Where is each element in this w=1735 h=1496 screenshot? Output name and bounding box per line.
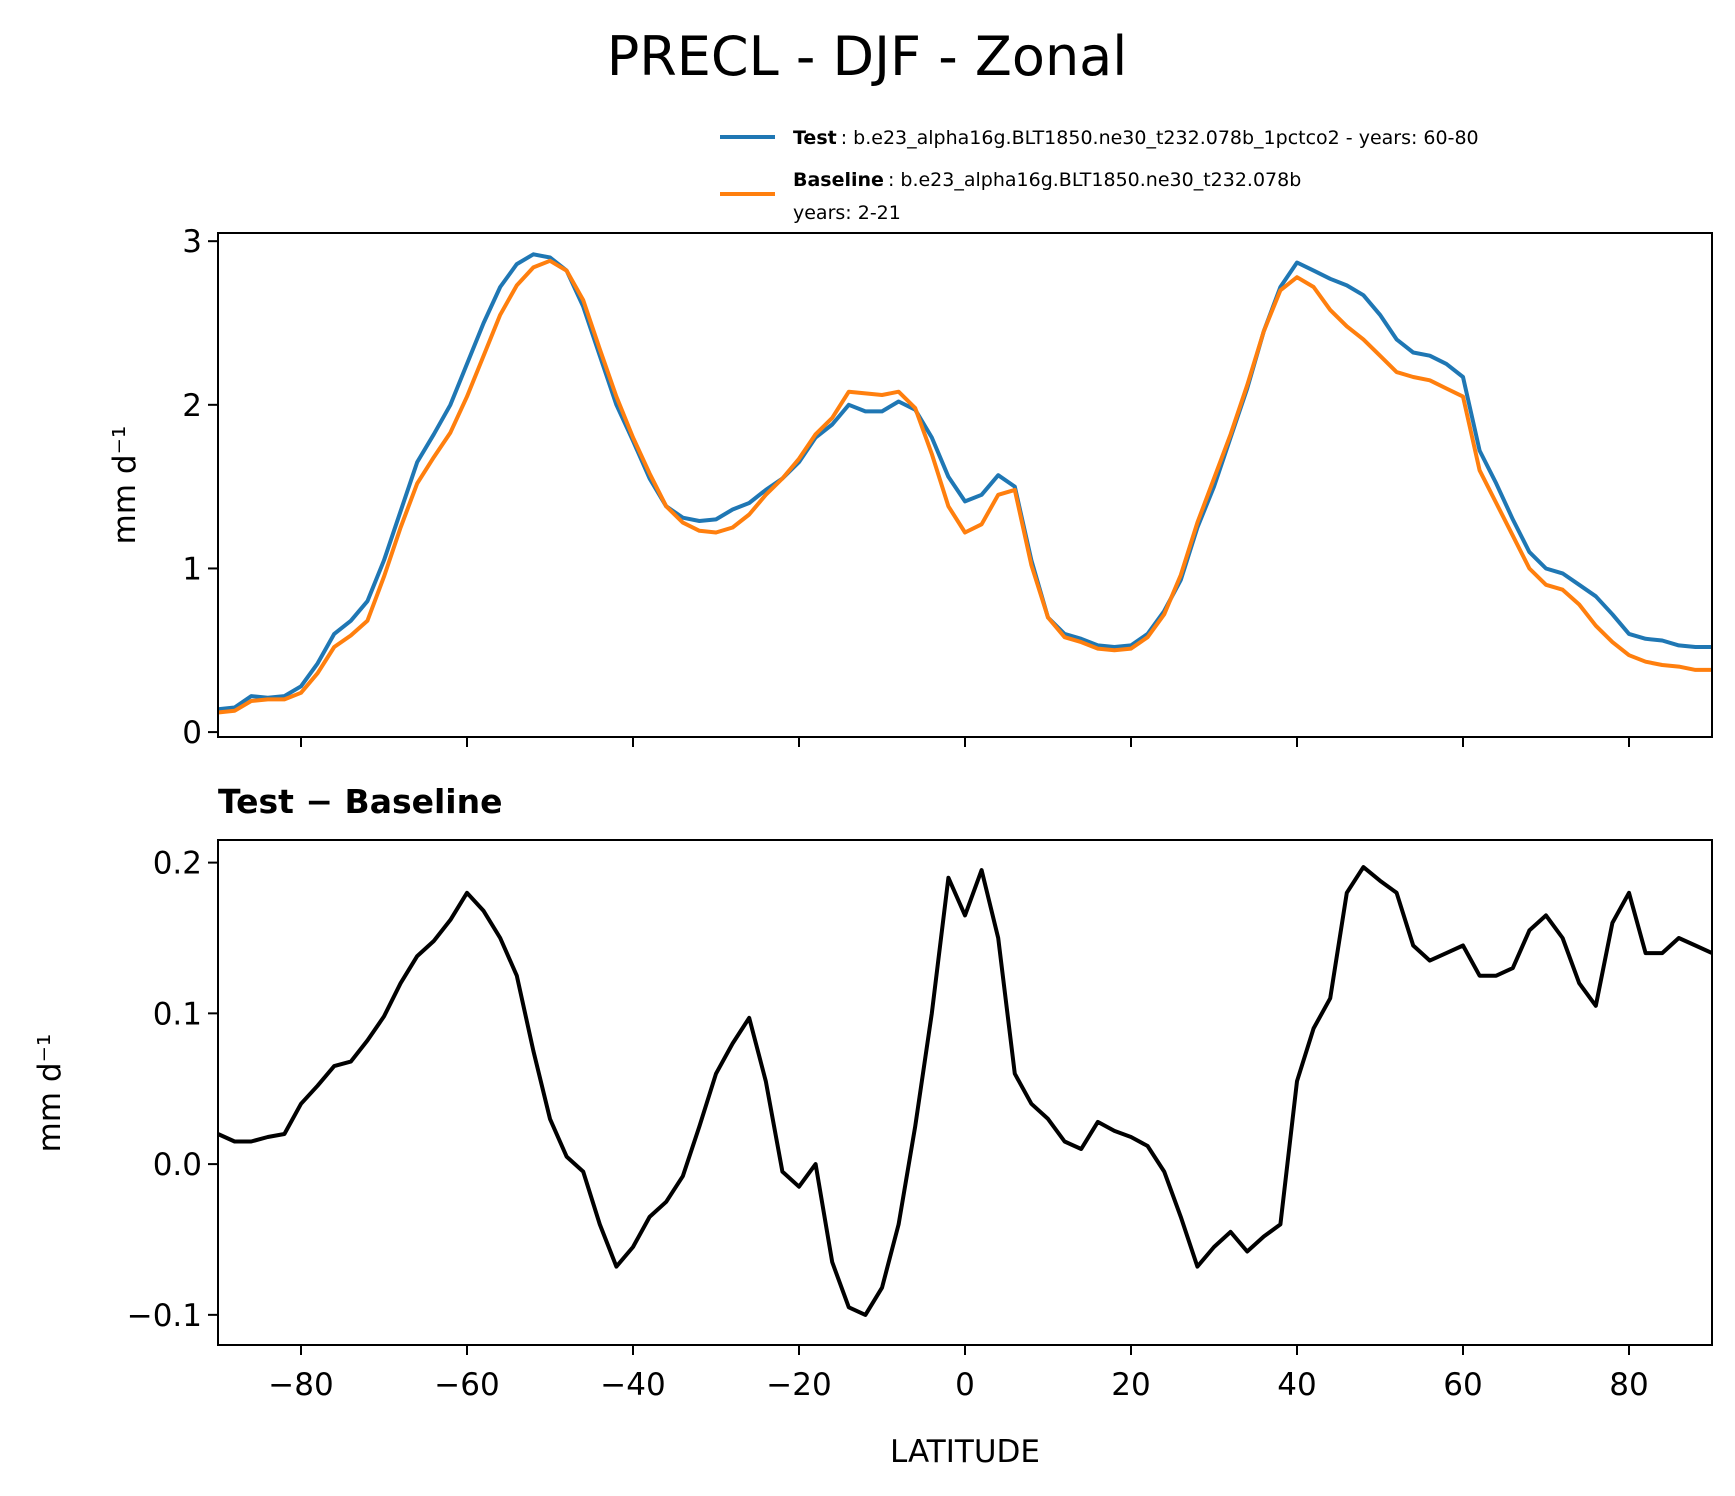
x-tick-label: 80 (1609, 1367, 1648, 1403)
series-line-test (217, 252, 1712, 712)
bottom-y-axis: −0.1 0.0 0.1 0.2 (127, 846, 218, 1334)
y-tick-label: 0 (182, 715, 202, 751)
x-tick-label: 0 (955, 1367, 975, 1403)
x-axis-label: LATITUDE (890, 1434, 1040, 1470)
y-tick-label: 3 (182, 224, 202, 260)
y-tick-label: 1 (182, 551, 202, 587)
legend-entry-test: Test: b.e23_alpha16g.BLT1850.ne30_t232.0… (793, 127, 1479, 149)
series-line-baseline (217, 258, 1712, 715)
legend-baseline-text: : b.e23_alpha16g.BLT1850.ne30_t232.078b (888, 169, 1301, 191)
series-line-difference (217, 865, 1713, 1317)
y-tick-label: 0.1 (153, 996, 202, 1032)
legend-test-bold: Test (793, 127, 837, 149)
bottom-series-group (217, 865, 1713, 1317)
x-tick-label: −20 (766, 1367, 831, 1403)
top-y-axis-label: mm d⁻¹ (107, 426, 143, 545)
top-y-axis: 0 1 2 3 (182, 224, 218, 751)
panel-top: 0 1 2 3 mm d⁻¹ (107, 224, 1713, 751)
y-tick-label: −0.1 (127, 1298, 202, 1334)
bottom-panel-title: Test − Baseline (218, 782, 503, 821)
y-tick-label: 0.0 (153, 1147, 202, 1183)
legend-entry-baseline: Baseline: b.e23_alpha16g.BLT1850.ne30_t2… (793, 169, 1301, 191)
top-x-axis (300, 737, 1630, 747)
top-series-group (217, 252, 1712, 715)
y-tick-label: 2 (182, 388, 202, 424)
legend-baseline-bold: Baseline (793, 169, 884, 191)
x-tick-label: −40 (600, 1367, 665, 1403)
chart-title: PRECL - DJF - Zonal (607, 25, 1128, 88)
x-tick-label: −80 (268, 1367, 333, 1403)
panel-bottom: Test − Baseline −0.10.00.10.2 −80 −60 −40−… (32, 782, 1713, 1470)
legend-baseline-years: years: 2-21 (793, 202, 901, 224)
x-tick-label: 20 (1111, 1367, 1150, 1403)
bottom-x-axis: −80 −60 −40 −20 0 20 40 60 80 (268, 1345, 1649, 1403)
x-tick-label: 40 (1277, 1367, 1316, 1403)
y-tick-label: 0.2 (153, 846, 202, 882)
bottom-y-axis-label: mm d⁻¹ (32, 1034, 68, 1153)
x-tick-label: −60 (434, 1367, 499, 1403)
x-tick-label: 60 (1443, 1367, 1482, 1403)
legend-test-text: : b.e23_alpha16g.BLT1850.ne30_t232.078b_… (841, 127, 1479, 149)
legend: Test: b.e23_alpha16g.BLT1850.ne30_t232.0… (720, 127, 1479, 224)
